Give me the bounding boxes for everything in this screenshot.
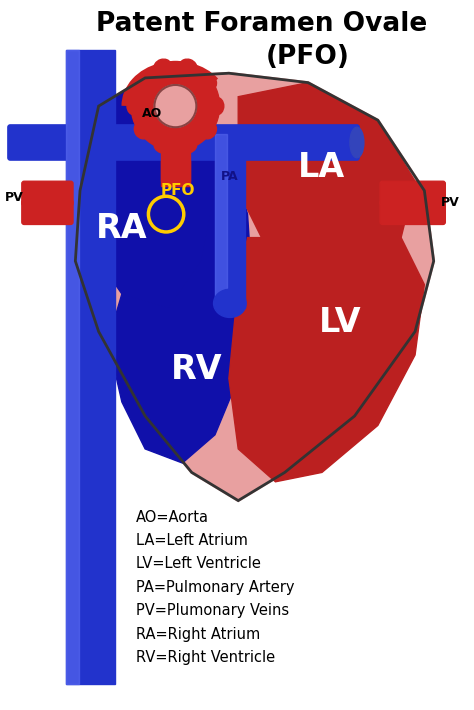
Text: PV: PV (441, 196, 459, 209)
Text: PFO: PFO (161, 183, 195, 198)
Polygon shape (75, 73, 434, 501)
Ellipse shape (201, 73, 217, 90)
Polygon shape (80, 78, 215, 308)
Polygon shape (108, 181, 252, 463)
Text: RA=Right Atrium: RA=Right Atrium (136, 627, 260, 642)
Text: PV: PV (5, 191, 23, 204)
Text: PV=Plumonary Veins: PV=Plumonary Veins (136, 604, 289, 618)
Text: LA: LA (298, 151, 346, 184)
Polygon shape (161, 125, 190, 186)
FancyBboxPatch shape (112, 125, 359, 160)
Ellipse shape (350, 127, 364, 158)
Ellipse shape (179, 138, 197, 153)
Polygon shape (215, 134, 245, 308)
Text: PA=Pulmonary Artery: PA=Pulmonary Artery (136, 580, 294, 595)
FancyBboxPatch shape (22, 200, 73, 224)
Text: LV=Left Ventricle: LV=Left Ventricle (136, 557, 261, 572)
Text: (PFO): (PFO) (266, 44, 350, 70)
Ellipse shape (209, 97, 224, 115)
Polygon shape (66, 50, 79, 684)
Text: PA: PA (221, 170, 238, 183)
Ellipse shape (127, 97, 142, 115)
Polygon shape (66, 50, 115, 684)
Text: AO=Aorta: AO=Aorta (136, 510, 209, 525)
Text: LA=Left Atrium: LA=Left Atrium (136, 533, 248, 548)
Ellipse shape (154, 59, 172, 75)
Polygon shape (229, 238, 424, 482)
Circle shape (155, 85, 196, 127)
Polygon shape (161, 127, 190, 181)
Ellipse shape (134, 122, 150, 139)
Ellipse shape (201, 122, 217, 139)
Text: LV: LV (319, 305, 362, 339)
Circle shape (131, 62, 219, 151)
Text: RV: RV (171, 353, 222, 386)
Polygon shape (215, 134, 227, 308)
FancyBboxPatch shape (380, 200, 445, 224)
Polygon shape (238, 82, 415, 271)
Text: RV=Right Ventricle: RV=Right Ventricle (136, 650, 275, 665)
Text: RA: RA (96, 212, 148, 245)
FancyBboxPatch shape (380, 181, 445, 206)
Text: AO: AO (142, 106, 162, 120)
FancyBboxPatch shape (22, 181, 73, 206)
Ellipse shape (134, 73, 150, 90)
Ellipse shape (179, 59, 197, 75)
FancyBboxPatch shape (8, 125, 71, 160)
Text: Patent Foramen Ovale: Patent Foramen Ovale (96, 11, 427, 37)
Ellipse shape (214, 289, 246, 317)
Ellipse shape (154, 138, 172, 153)
